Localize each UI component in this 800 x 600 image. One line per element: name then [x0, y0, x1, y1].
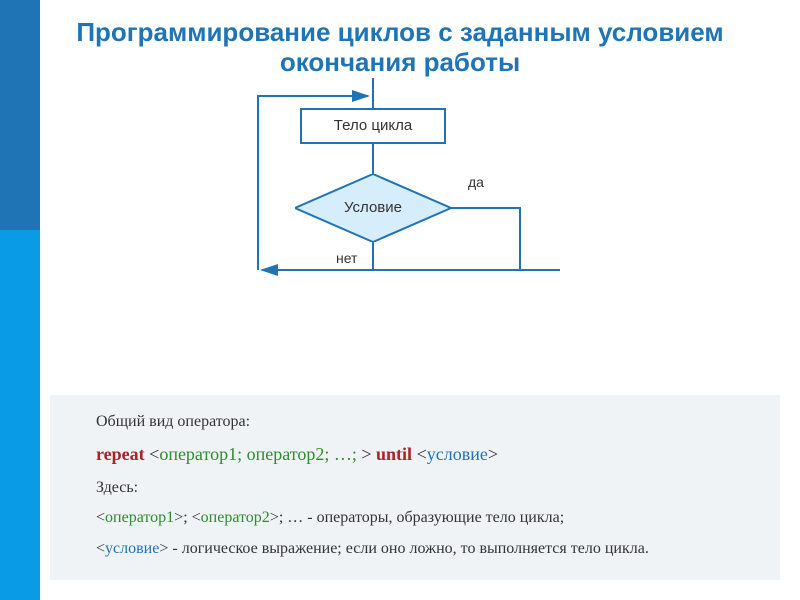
flow-body-label: Тело цикла	[334, 117, 412, 134]
syntax-condition: условие	[427, 444, 488, 464]
keyword-repeat: repeat	[96, 444, 145, 464]
angle-close-2: >	[488, 444, 498, 464]
flowchart: Тело цикла Условие да нет	[0, 78, 800, 298]
flow-label-no: нет	[336, 250, 357, 266]
angle-close: >	[357, 444, 376, 464]
angle-open-2: <	[417, 444, 427, 464]
flow-condition-diamond: Условие	[295, 174, 451, 242]
desc-cond-tail: - логическое выражение; если оно ложно, …	[168, 540, 648, 557]
desc-operators-line: <оператор1>; <оператор2>; … - операторы,…	[68, 505, 762, 531]
desc-op2: оператор2	[201, 509, 270, 526]
page-title: Программирование циклов с заданным услов…	[0, 0, 800, 78]
desc-syntax-line: repeat <оператор1; оператор2; …; > until…	[68, 440, 762, 469]
flow-condition-label: Условие	[344, 199, 402, 216]
desc-cond: условие	[105, 540, 159, 557]
desc-op-tail: ; … - операторы, образующие тело цикла;	[279, 509, 564, 526]
syntax-operators: оператор1; оператор2; …;	[159, 444, 357, 464]
desc-op1: оператор1	[105, 509, 174, 526]
flow-body-box: Тело цикла	[300, 108, 446, 144]
flow-label-yes: да	[468, 174, 484, 190]
desc-here: Здесь:	[68, 475, 762, 501]
description-panel: Общий вид оператора: repeat <оператор1; …	[50, 395, 780, 580]
angle-open: <	[149, 444, 159, 464]
keyword-until: until	[376, 444, 412, 464]
desc-condition-line: <условие> - логическое выражение; если о…	[68, 536, 762, 562]
desc-line-general: Общий вид оператора:	[68, 409, 762, 435]
